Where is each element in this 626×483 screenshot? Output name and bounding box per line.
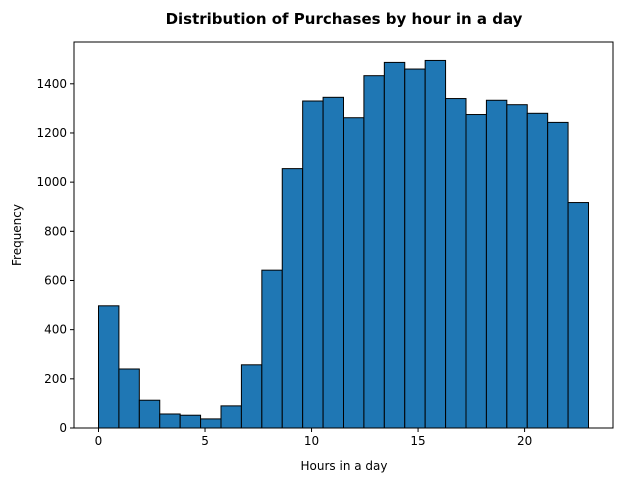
- histogram-bar-14: [383, 61, 406, 429]
- histogram-bar-10: [302, 100, 324, 429]
- x-tick-label: 10: [304, 434, 319, 448]
- histogram-bar-22: [547, 121, 569, 429]
- histogram-bar-18: [465, 114, 487, 429]
- y-tick-label: 400: [44, 323, 67, 337]
- histogram-bar-0: [98, 305, 120, 429]
- y-tick-label: 1000: [36, 175, 67, 189]
- histogram-bar-6: [220, 405, 242, 429]
- histogram-bar-5: [200, 418, 222, 429]
- plot-frame: [73, 41, 614, 429]
- histogram-bar-11: [322, 96, 344, 429]
- y-tick-label: 600: [44, 273, 67, 287]
- histogram-bar-8: [261, 269, 283, 429]
- bars-group: [98, 59, 590, 429]
- histogram-bar-2: [138, 399, 161, 429]
- x-tick-label: 20: [517, 434, 532, 448]
- histogram-bar-20: [506, 104, 528, 429]
- histogram-bar-13: [363, 75, 385, 429]
- x-axis-title: Hours in a day: [301, 459, 388, 473]
- x-tick-label: 0: [95, 434, 103, 448]
- histogram-bar-3: [159, 413, 181, 429]
- histogram-bar-17: [445, 98, 467, 429]
- y-tick-label: 1400: [36, 77, 67, 91]
- histogram-bar-1: [118, 368, 140, 429]
- y-axis-title: Frequency: [10, 204, 24, 266]
- x-axis-ticks: 0 5 10 15 20: [95, 428, 532, 448]
- histogram-bar-16: [424, 59, 447, 429]
- y-tick-label: 1200: [36, 126, 67, 140]
- x-tick-label: 5: [201, 434, 209, 448]
- histogram-bar-7: [240, 364, 263, 429]
- histogram-bar-19: [485, 99, 508, 429]
- y-tick-label: 800: [44, 224, 67, 238]
- y-tick-label: 0: [59, 421, 67, 435]
- y-tick-label: 200: [44, 372, 67, 386]
- histogram-bar-9: [281, 168, 304, 429]
- histogram-bar-12: [343, 117, 365, 429]
- histogram-bar-15: [404, 68, 426, 429]
- chart-title: Distribution of Purchases by hour in a d…: [166, 10, 523, 28]
- histogram-bar-4: [179, 414, 202, 429]
- histogram-bar-21: [526, 112, 549, 429]
- histogram-bar-23: [567, 202, 590, 429]
- y-axis-ticks: 0 200 400 600 800 1000 1200 1400: [36, 77, 74, 435]
- x-tick-label: 15: [410, 434, 425, 448]
